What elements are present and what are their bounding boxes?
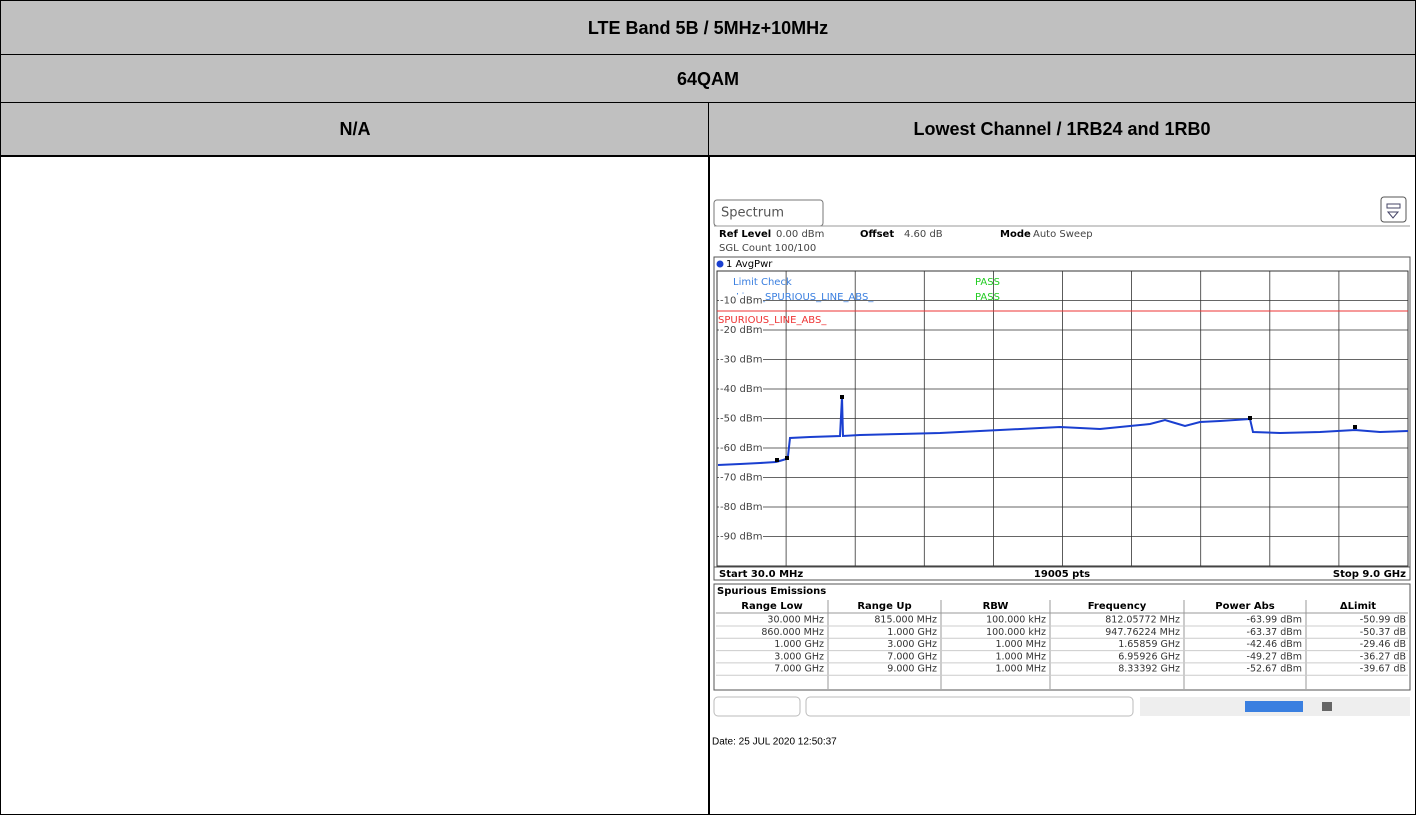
cell-text: Lowest Channel / 1RB24 and 1RB0: [913, 119, 1211, 139]
cell: 3.000 GHz: [887, 639, 937, 650]
label-bg: [719, 383, 763, 395]
marker: [840, 395, 844, 399]
emissions-title: Spurious Emissions: [717, 586, 826, 597]
cell: -39.67 dB: [1360, 664, 1406, 675]
label-bg: [719, 353, 763, 366]
menu-icon: [1380, 196, 1407, 223]
tab-label: Spectrum: [721, 206, 784, 221]
status-icon: [1322, 702, 1332, 711]
cell: 812.05772 MHz: [1105, 615, 1180, 626]
screenshot: Spectrum Ref Level 0.00 dBm Offset 4.60 …: [712, 196, 1411, 748]
label-bg: [719, 442, 763, 454]
cell: 1.000 MHz: [995, 651, 1046, 662]
cell: 6.95926 GHz: [1118, 651, 1180, 662]
y-label: -30 dBm: [720, 355, 762, 366]
marker: [785, 456, 789, 460]
y-labels: -10 dBm -20 dBm -30 dBm -40 dBm -50 dBm -60 d…: [719, 294, 763, 543]
label-bg: [719, 412, 763, 425]
cell: -50.99 dB: [1360, 615, 1406, 626]
modulation: 64QAM: [676, 68, 739, 89]
menu-icon-glyph: [1386, 203, 1401, 219]
status-box: [805, 696, 1134, 717]
cell: -49.27 dBm: [1247, 651, 1302, 662]
cell: 1.000 MHz: [995, 664, 1046, 675]
cell: 947.76224 MHz: [1105, 627, 1180, 638]
column-header: Power Abs: [1215, 601, 1275, 612]
label-bg: [719, 471, 763, 484]
label: Offset: [860, 229, 894, 240]
limit-check: Limit Check: [733, 277, 792, 288]
y-label: -60 dBm: [720, 443, 762, 454]
header-cell: N/A: [0, 102, 710, 157]
y-label: -70 dBm: [720, 473, 762, 484]
limit-line-label: SPURIOUS_LINE_ABS_: [718, 315, 827, 326]
label-bg: [719, 294, 763, 307]
title: LTE Band 5B / 5MHz+10MHz: [587, 17, 829, 38]
cell: 100.000 kHz: [986, 615, 1046, 626]
cell: 30.000 MHz: [767, 615, 824, 626]
emissions-table: Range Low Range Up RBW Frequency Power Abs ΔL…: [716, 600, 1408, 689]
label-bg: [719, 324, 763, 336]
label-bg: [719, 530, 763, 543]
markers: [775, 395, 1357, 462]
limit-line-name: Line _SPURIOUS_LINE_ABS_: [736, 292, 874, 303]
start: Start 30.0 MHz: [719, 569, 803, 580]
limit-check-result: PASS: [975, 277, 1000, 288]
stop: Stop 9.0 GHz: [1333, 569, 1406, 580]
cell: -63.99 dBm: [1247, 615, 1302, 626]
y-label: -40 dBm: [720, 384, 762, 395]
column-header: RBW: [983, 601, 1009, 612]
label-bg: [719, 501, 763, 513]
sgl-count: SGL Count 100/100: [719, 243, 816, 254]
cell: -36.27 dB: [1360, 651, 1406, 662]
y-label: -50 dBm: [720, 414, 762, 425]
cell: -29.46 dB: [1360, 639, 1406, 650]
y-label: -20 dBm: [720, 325, 762, 336]
header-row: LTE Band 5B / 5MHz+10MHz: [0, 0, 1416, 56]
cell: 1.65859 GHz: [1118, 639, 1180, 650]
cell: 815.000 MHz: [874, 615, 937, 626]
cell-text: N/A: [339, 119, 371, 139]
cell: -42.46 dBm: [1247, 639, 1302, 650]
date: Date: 25 JUL 2020 12:50:37: [712, 737, 837, 748]
points: 19005 pts: [1034, 569, 1090, 580]
cell: 100.000 kHz: [986, 627, 1046, 638]
cell: -50.37 dB: [1360, 627, 1406, 638]
value: Auto Sweep: [1033, 229, 1093, 240]
grid: [717, 271, 1408, 566]
column-header: Range Up: [857, 601, 911, 612]
trace-label: 1 AvgPwr: [726, 259, 773, 270]
column-header: Range Low: [741, 601, 802, 612]
trace-dot: [716, 260, 724, 268]
cell: 860.000 MHz: [761, 627, 824, 638]
y-label: -80 dBm: [720, 502, 762, 513]
cell: 1.000 GHz: [774, 639, 824, 650]
cell: -52.67 dBm: [1247, 664, 1302, 675]
cell: 8.33392 GHz: [1118, 664, 1180, 675]
header-cell: Lowest Channel / 1RB24 and 1RB0: [708, 102, 1416, 157]
y-label: -90 dBm: [720, 532, 762, 543]
y-label: -10 dBm: [720, 296, 762, 307]
label: Ref Level: [719, 229, 771, 240]
limit-line-result: PASS: [975, 292, 1000, 303]
cell: -63.37 dBm: [1247, 627, 1302, 638]
cell: 7.000 GHz: [774, 664, 824, 675]
column-header: Frequency: [1088, 601, 1147, 612]
value: 0.00 dBm: [776, 229, 824, 240]
cell: 1.000 GHz: [887, 627, 937, 638]
column-header: ΔLimit: [1340, 601, 1376, 612]
marker: [1353, 425, 1357, 429]
cell: 3.000 GHz: [774, 651, 824, 662]
status-box: [713, 696, 801, 717]
value: 4.60 dB: [904, 229, 943, 240]
progress: [1245, 701, 1303, 712]
emissions-frame: [713, 583, 1411, 691]
marker: [1248, 416, 1252, 420]
label: Mode: [1000, 229, 1031, 240]
marker: [775, 458, 779, 462]
cell: 9.000 GHz: [887, 664, 937, 675]
cell: 1.000 MHz: [995, 639, 1046, 650]
cell: 7.000 GHz: [887, 651, 937, 662]
